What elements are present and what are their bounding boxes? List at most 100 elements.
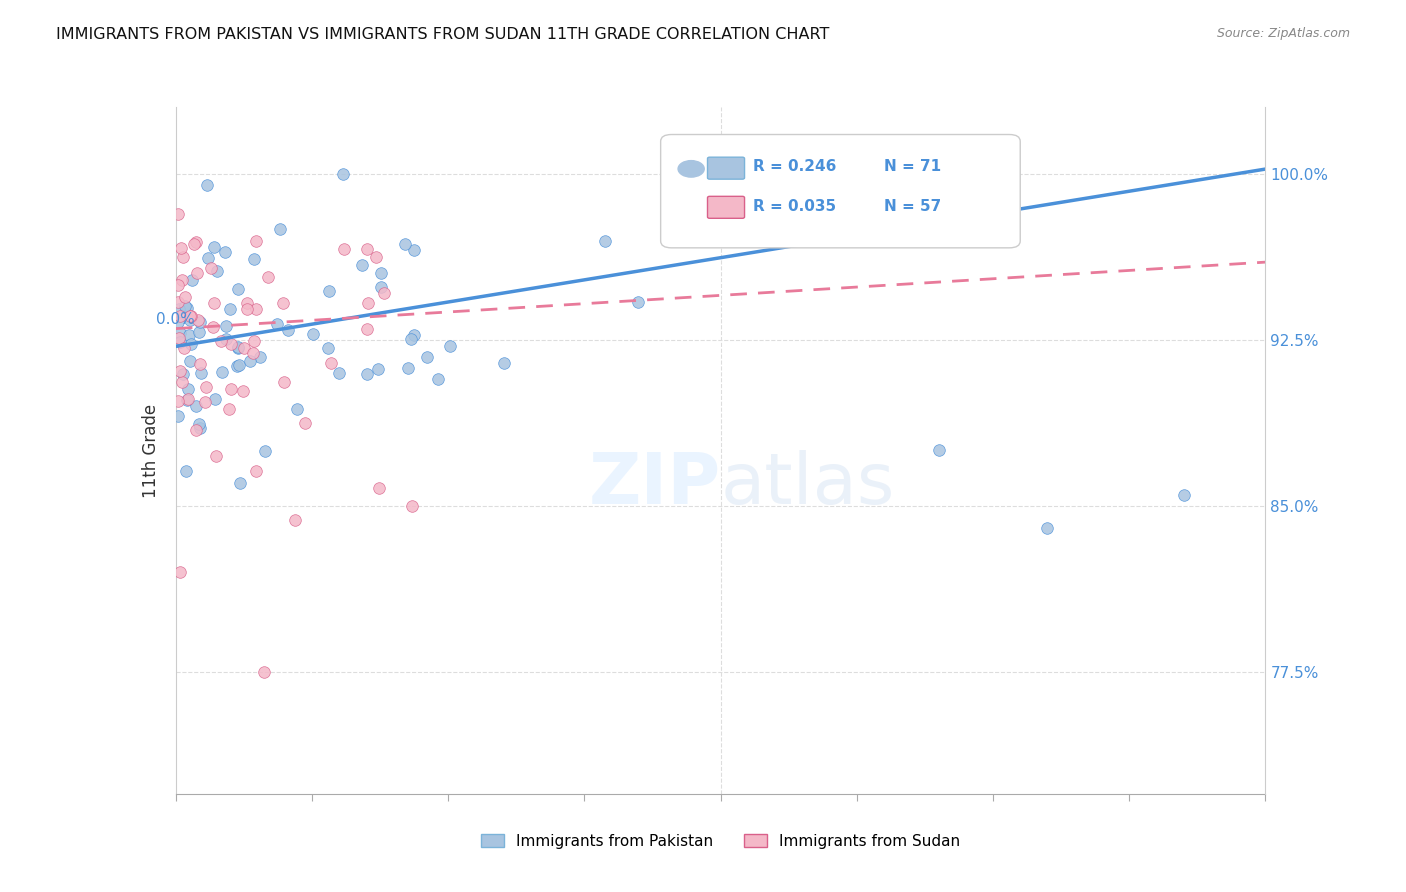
Point	[229, 475, 252, 490]
Point	[277, 323, 299, 337]
Point	[319, 356, 342, 370]
Point	[170, 273, 193, 287]
Point	[226, 341, 249, 355]
Point	[169, 364, 191, 378]
Point	[205, 450, 228, 464]
Text: IMMIGRANTS FROM PAKISTAN VS IMMIGRANTS FROM SUDAN 11TH GRADE CORRELATION CHART: IMMIGRANTS FROM PAKISTAN VS IMMIGRANTS F…	[56, 27, 830, 42]
Point	[232, 384, 254, 399]
Point	[181, 273, 204, 287]
Point	[225, 359, 247, 373]
FancyBboxPatch shape	[661, 135, 1021, 248]
Point	[287, 401, 309, 416]
Point	[172, 368, 194, 382]
Point	[177, 392, 200, 407]
Point	[169, 310, 191, 324]
Text: atlas: atlas	[721, 450, 896, 519]
Text: N = 57: N = 57	[884, 199, 941, 214]
Point	[228, 358, 250, 372]
Point	[169, 331, 191, 345]
Point	[366, 250, 388, 264]
Point	[595, 234, 617, 248]
Point	[169, 326, 191, 341]
Point	[402, 328, 425, 343]
Point	[232, 341, 254, 355]
Point	[179, 313, 201, 327]
Legend: Immigrants from Pakistan, Immigrants from Sudan: Immigrants from Pakistan, Immigrants fro…	[475, 828, 966, 855]
Point	[169, 335, 191, 350]
Point	[204, 392, 226, 406]
Point	[167, 295, 190, 310]
Point	[172, 376, 194, 390]
Point	[273, 375, 295, 389]
Point	[494, 356, 516, 370]
Point	[356, 296, 378, 310]
Point	[256, 269, 278, 284]
Point	[318, 284, 340, 298]
Point	[356, 242, 378, 256]
Circle shape	[678, 161, 704, 178]
Point	[180, 336, 202, 351]
Point	[187, 313, 209, 327]
Point	[219, 336, 242, 351]
Point	[328, 366, 350, 380]
Point	[184, 235, 207, 250]
Point	[242, 346, 264, 360]
Point	[254, 444, 277, 458]
Point	[271, 295, 294, 310]
Point	[245, 234, 267, 248]
Point	[202, 240, 225, 254]
Point	[176, 393, 198, 408]
Point	[180, 309, 202, 323]
Point	[190, 315, 212, 329]
Point	[218, 301, 240, 316]
Point	[193, 395, 215, 409]
Text: 0.0%: 0.0%	[156, 311, 195, 326]
Point	[190, 366, 212, 380]
Point	[188, 357, 211, 371]
Point	[368, 482, 391, 496]
Point	[186, 423, 208, 437]
Point	[367, 361, 389, 376]
Point	[236, 296, 259, 310]
Point	[332, 243, 354, 257]
Point	[209, 334, 232, 348]
Point	[245, 301, 267, 316]
Point	[627, 294, 650, 309]
Point	[205, 264, 228, 278]
Point	[167, 409, 190, 424]
Point	[266, 317, 288, 331]
Point	[170, 241, 193, 255]
Point	[167, 315, 190, 329]
Point	[173, 299, 195, 313]
Point	[356, 322, 378, 336]
Point	[215, 332, 238, 346]
Point	[370, 266, 392, 280]
Text: Source: ZipAtlas.com: Source: ZipAtlas.com	[1216, 27, 1350, 40]
Point	[200, 261, 222, 276]
Point	[763, 178, 786, 192]
Point	[1173, 488, 1195, 502]
Point	[401, 499, 423, 513]
Y-axis label: 11th Grade: 11th Grade	[142, 403, 160, 498]
Point	[186, 266, 208, 280]
Point	[294, 416, 316, 430]
Point	[190, 421, 212, 435]
Point	[183, 236, 205, 251]
Point	[215, 319, 238, 334]
Point	[427, 372, 450, 386]
Point	[243, 252, 266, 267]
Point	[239, 353, 262, 368]
Point	[169, 566, 191, 580]
Point	[174, 290, 197, 304]
Point	[176, 301, 198, 315]
Point	[195, 178, 218, 193]
Point	[928, 443, 950, 458]
Point	[245, 464, 267, 478]
Point	[228, 340, 250, 354]
Point	[350, 258, 373, 272]
Text: R = 0.246: R = 0.246	[754, 160, 837, 174]
Point	[188, 325, 211, 339]
Point	[242, 334, 264, 348]
Point	[214, 244, 236, 259]
Point	[219, 382, 242, 396]
